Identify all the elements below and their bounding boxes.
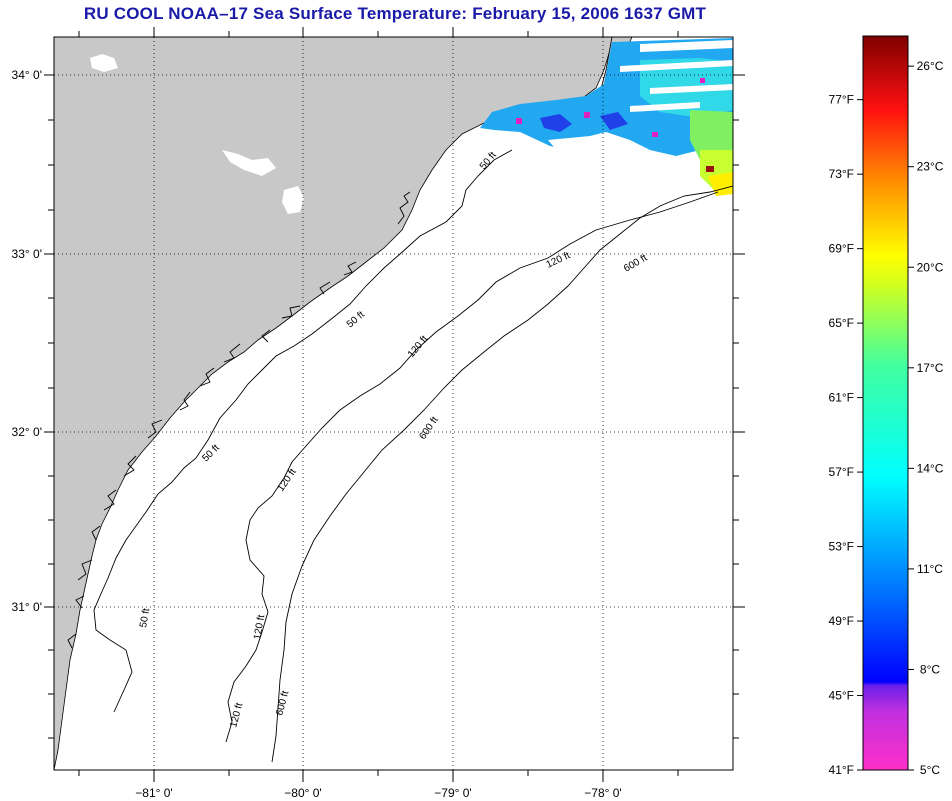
colorbar-fahrenheit-label: 61°F [829, 391, 854, 405]
colorbar-celsius-label: 14°C [917, 461, 944, 475]
inland-lake [282, 186, 304, 214]
colorbar-ticks [857, 65, 914, 771]
depth-contours [93, 149, 733, 763]
contour-line-600ft [271, 185, 733, 763]
contour-line-50ft [93, 149, 513, 713]
colorbar-celsius-label: 20°C [917, 260, 944, 274]
longitude-label: −78° 0' [584, 786, 621, 800]
colorbar-fahrenheit-label: 73°F [829, 167, 854, 181]
colorbar-celsius-label: 23°C [917, 160, 944, 174]
sst-data-overlay [480, 38, 733, 196]
map-frame [53, 36, 734, 771]
latitude-label: 34° 0' [12, 68, 42, 82]
colorbar-fahrenheit-label: 53°F [829, 540, 854, 554]
longitude-label: −81° 0' [135, 786, 172, 800]
contour-label-50ft: 50 ft [138, 607, 152, 628]
colorbar-celsius-label: 11°C [917, 562, 943, 576]
colorbar-fahrenheit-label: 77°F [829, 93, 854, 107]
latitude-label: 32° 0' [12, 425, 42, 439]
inland-lake [90, 54, 118, 72]
inland-lake [222, 150, 276, 176]
contour-line-120ft [225, 191, 719, 743]
colorbar-fahrenheit-label: 69°F [829, 242, 854, 256]
colorbar-celsius-label: 17°C [917, 361, 944, 375]
colorbar-fahrenheit-label: 41°F [829, 763, 854, 777]
coastline-detail [67, 191, 411, 649]
colorbar [862, 35, 909, 771]
colorbar-fahrenheit-label: 57°F [829, 465, 854, 479]
colorbar-fahrenheit-label: 49°F [829, 614, 854, 628]
contour-label-120ft: 120 ft [252, 614, 267, 641]
longitude-label: −80° 0' [284, 786, 321, 800]
colorbar-fahrenheit-label: 65°F [829, 316, 854, 330]
map-title: RU COOL NOAA–17 Sea Surface Temperature:… [83, 4, 707, 23]
longitude-label: −79° 0' [434, 786, 471, 800]
colorbar-celsius-label: 8°C [920, 662, 940, 676]
latitude-label: 31° 0' [12, 600, 42, 614]
latitude-label: 33° 0' [12, 247, 42, 261]
colorbar-celsius-label: 5°C [920, 763, 940, 777]
colorbar-fahrenheit-label: 45°F [829, 689, 854, 703]
colorbar-celsius-label: 26°C [917, 59, 944, 73]
axis-ticks [44, 27, 745, 782]
